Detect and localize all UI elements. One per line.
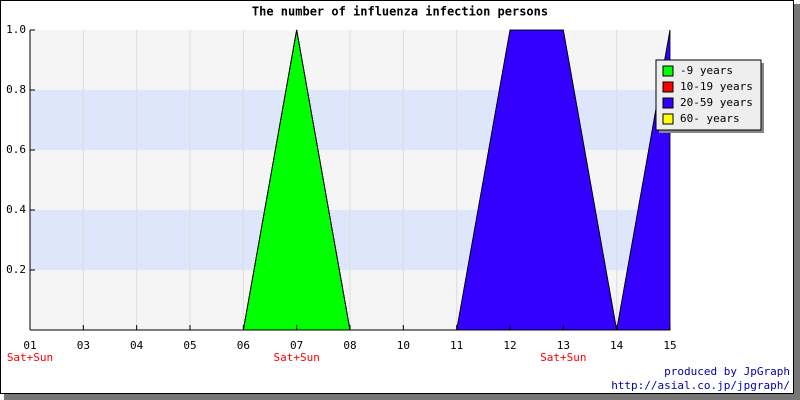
legend-label: 60- years	[680, 112, 740, 125]
y-tick-label: 0.4	[6, 203, 26, 216]
x-tick-label: 03	[77, 339, 90, 352]
y-tick-label: 0.2	[6, 263, 26, 276]
y-tick-label: 1.0	[6, 23, 26, 36]
legend-swatch	[662, 81, 674, 93]
legend-swatch	[662, 97, 674, 109]
x-tick-label: 07	[290, 339, 303, 352]
x-tick-label: 05	[183, 339, 196, 352]
x-tick-label: 01	[23, 339, 36, 352]
legend-label: 20-59 years	[680, 96, 753, 109]
x-tick-label: 06	[237, 339, 250, 352]
legend-swatch	[662, 65, 674, 77]
x-tick-label: 13	[557, 339, 570, 352]
legend-label: -9 years	[680, 64, 733, 77]
legend-label: 10-19 years	[680, 80, 753, 93]
x-tick-label: 11	[450, 339, 463, 352]
footer: http://asial.co.jp/jpgraph/	[611, 379, 790, 392]
y-tick-label: 0.8	[6, 83, 26, 96]
footer: produced by JpGraph	[664, 365, 790, 378]
x-tick-label: 10	[397, 339, 410, 352]
x-tick-label: 15	[663, 339, 676, 352]
x-tick-label: 08	[343, 339, 356, 352]
x-tick-label: 12	[503, 339, 516, 352]
y-tick-label: 0.6	[6, 143, 26, 156]
legend-swatch	[662, 113, 674, 125]
chart-title: The number of influenza infection person…	[252, 5, 548, 19]
x-tick-label: 14	[610, 339, 624, 352]
x-sublabel: Sat+Sun	[540, 351, 586, 364]
x-sublabel: Sat+Sun	[273, 351, 319, 364]
x-tick-label: 04	[130, 339, 144, 352]
x-sublabel: Sat+Sun	[7, 351, 53, 364]
